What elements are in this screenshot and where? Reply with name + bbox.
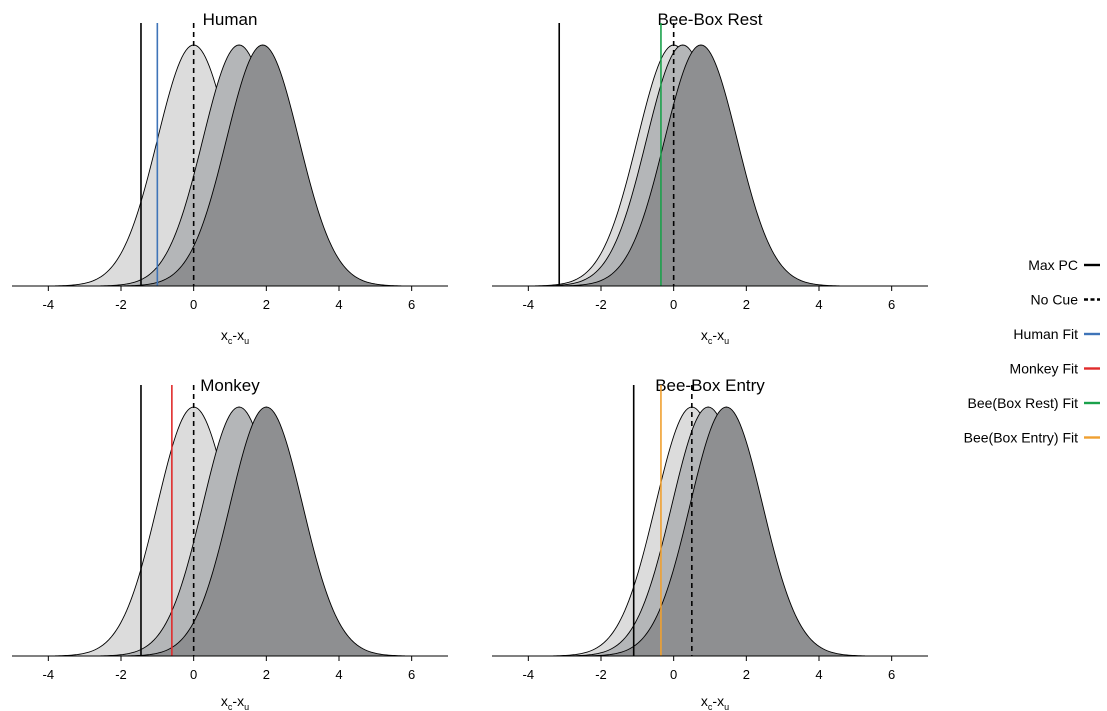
- x-tick-label: 4: [335, 297, 342, 312]
- panel-bee-box-entry: Bee-Box Entry -4 -2 0 2 4 6 xc-xu: [492, 376, 928, 711]
- x-tick-label: 4: [335, 667, 342, 682]
- x-tick-label: 0: [190, 667, 197, 682]
- panel-title: Monkey: [200, 376, 260, 395]
- legend-label: Monkey Fit: [1010, 361, 1079, 377]
- x-tick-label: 6: [408, 297, 415, 312]
- density-curve-3: [562, 44, 840, 287]
- x-tick-label: 6: [888, 667, 895, 682]
- x-tick-label: -4: [43, 667, 55, 682]
- legend-label: Bee(Box Entry) Fit: [964, 430, 1078, 446]
- legend-item: Bee(Box Rest) Fit: [968, 395, 1100, 411]
- x-tick-label: 0: [670, 667, 677, 682]
- x-tick-label: 0: [190, 297, 197, 312]
- x-tick-label: 4: [815, 297, 822, 312]
- x-tick-label: 4: [815, 667, 822, 682]
- density-curve-3: [124, 44, 402, 287]
- x-tick-label: -2: [595, 667, 607, 682]
- legend-label: Bee(Box Rest) Fit: [968, 395, 1079, 411]
- panel-monkey: Monkey -4 -2 0 2 4 6 xc-xu: [12, 376, 448, 711]
- x-tick-label: -2: [595, 297, 607, 312]
- panel-title: Bee-Box Rest: [658, 10, 763, 29]
- legend-item: No Cue: [1031, 292, 1100, 308]
- x-tick-label: -4: [523, 297, 535, 312]
- legend: Max PC No Cue Human Fit Monkey Fit Bee(Box R…: [964, 257, 1100, 446]
- x-tick-label: 2: [263, 667, 270, 682]
- x-tick-label: 6: [408, 667, 415, 682]
- legend-item: Max PC: [1028, 257, 1100, 273]
- legend-item: Bee(Box Entry) Fit: [964, 430, 1100, 446]
- x-tick-label: 6: [888, 297, 895, 312]
- panel-human: Human -4 -2 0 2 4 6 xc-xu: [12, 10, 448, 346]
- legend-item: Human Fit: [1013, 326, 1100, 342]
- x-axis-label: xc-xu: [701, 693, 729, 711]
- panel-title: Bee-Box Entry: [655, 376, 765, 395]
- panel-title: Human: [203, 10, 258, 29]
- x-axis-label: xc-xu: [221, 327, 249, 346]
- legend-label: No Cue: [1031, 292, 1079, 308]
- x-tick-label: -2: [115, 297, 127, 312]
- x-tick-label: 0: [670, 297, 677, 312]
- x-axis-label: xc-xu: [221, 693, 249, 711]
- x-tick-label: -2: [115, 667, 127, 682]
- legend-label: Human Fit: [1013, 326, 1078, 342]
- legend-label: Max PC: [1028, 257, 1078, 273]
- x-tick-label: -4: [43, 297, 55, 312]
- x-tick-label: 2: [743, 297, 750, 312]
- density-curve-3: [127, 406, 405, 657]
- x-tick-label: 2: [263, 297, 270, 312]
- panel-bee-box-rest: Bee-Box Rest -4 -2 0 2 4 6 xc-xu: [492, 10, 928, 346]
- x-tick-label: -4: [523, 667, 535, 682]
- x-axis-label: xc-xu: [701, 327, 729, 346]
- x-tick-label: 2: [743, 667, 750, 682]
- legend-item: Monkey Fit: [1010, 361, 1100, 377]
